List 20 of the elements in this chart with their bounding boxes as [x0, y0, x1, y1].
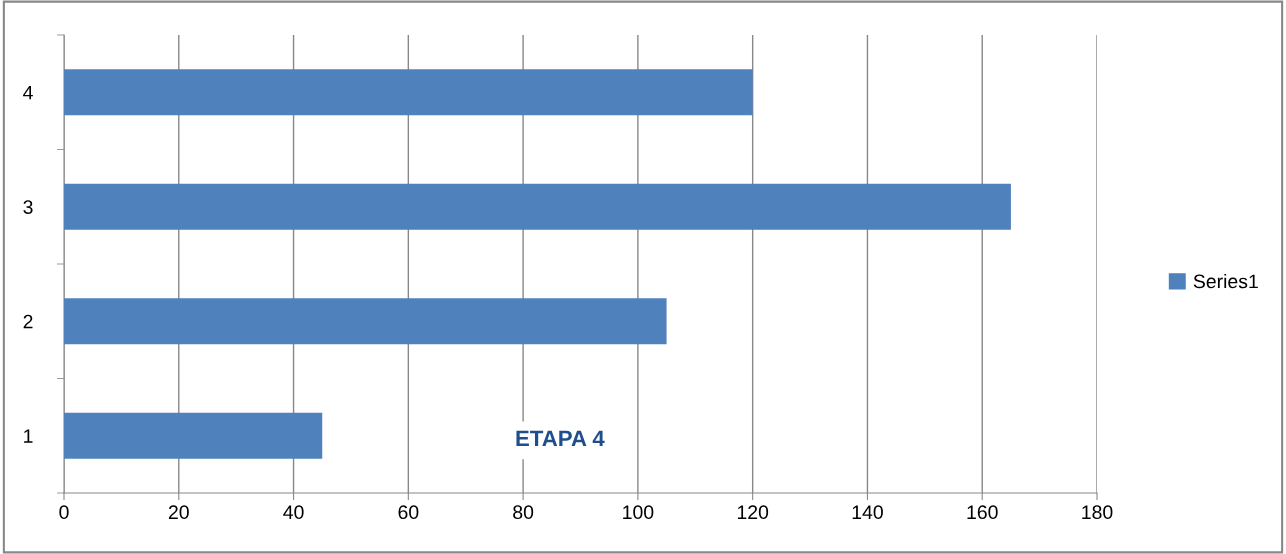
x-tick-label: 180 — [1082, 505, 1113, 520]
bar — [64, 183, 1011, 230]
x-tick-label: 100 — [623, 505, 654, 520]
bar — [64, 69, 753, 116]
x-tick-label: 120 — [737, 505, 769, 520]
x-tick-label: 40 — [283, 505, 304, 520]
y-tick-label: 1 — [24, 429, 33, 443]
y-tick-label: 4 — [23, 85, 33, 100]
x-tick-label: 140 — [852, 505, 883, 520]
y-tick-label: 3 — [23, 200, 33, 214]
x-tick-label: 80 — [513, 505, 534, 520]
bar — [64, 298, 667, 345]
legend-label: Series1 — [1193, 273, 1258, 289]
y-tick-label: 2 — [23, 314, 33, 329]
x-tick-label: 60 — [398, 505, 419, 520]
x-tick-label: 0 — [59, 505, 69, 520]
annotation: ETAPA 4 — [516, 430, 605, 447]
bar — [64, 412, 323, 459]
x-tick-label: 20 — [168, 505, 189, 520]
x-tick-label: 160 — [967, 505, 998, 520]
